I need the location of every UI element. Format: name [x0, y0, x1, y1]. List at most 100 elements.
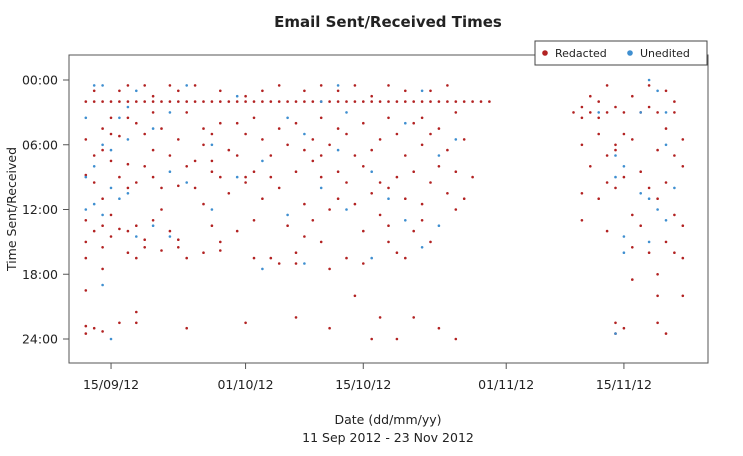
- point-redacted-233: [454, 337, 458, 341]
- point-redacted-229: [454, 100, 458, 103]
- point-redacted-28: [109, 235, 113, 238]
- point-redacted-5: [84, 256, 88, 260]
- point-redacted-122: [261, 197, 264, 200]
- point-redacted-67: [168, 100, 172, 103]
- point-unedited-26: [185, 181, 188, 184]
- point-redacted-239: [479, 100, 483, 103]
- point-redacted-123: [269, 100, 273, 103]
- point-unedited-35: [303, 132, 306, 136]
- point-redacted-137: [294, 170, 298, 173]
- point-redacted-297: [681, 138, 685, 141]
- point-redacted-112: [244, 181, 247, 184]
- point-redacted-263: [614, 321, 617, 325]
- point-redacted-235: [462, 138, 466, 141]
- point-redacted-47: [135, 310, 138, 314]
- point-unedited-42: [345, 208, 348, 211]
- point-redacted-34: [118, 321, 121, 325]
- point-redacted-186: [378, 138, 382, 141]
- point-redacted-257: [605, 181, 609, 184]
- point-redacted-265: [622, 111, 626, 114]
- point-redacted-87: [202, 143, 205, 147]
- point-redacted-268: [622, 326, 626, 330]
- point-redacted-181: [370, 100, 374, 103]
- point-redacted-159: [328, 267, 331, 271]
- point-redacted-282: [656, 148, 659, 152]
- point-redacted-228: [446, 192, 449, 195]
- point-redacted-33: [118, 227, 121, 231]
- point-redacted-202: [404, 100, 407, 103]
- point-unedited-39: [336, 84, 340, 87]
- point-redacted-102: [227, 148, 231, 152]
- point-redacted-81: [193, 84, 197, 87]
- point-redacted-44: [135, 181, 138, 184]
- point-redacted-30: [118, 100, 121, 103]
- point-redacted-184: [370, 337, 374, 341]
- point-redacted-8: [84, 332, 88, 335]
- point-redacted-232: [454, 208, 458, 211]
- point-redacted-86: [202, 127, 205, 130]
- point-redacted-289: [664, 181, 668, 184]
- point-unedited-15: [126, 105, 130, 109]
- point-redacted-172: [353, 154, 357, 157]
- point-redacted-141: [303, 89, 306, 93]
- point-redacted-64: [160, 208, 163, 211]
- point-redacted-120: [261, 100, 264, 103]
- y-tick-label-3: 18:00: [22, 267, 58, 282]
- point-unedited-38: [319, 186, 323, 190]
- legend-label-unedited: Unedited: [640, 47, 690, 60]
- point-redacted-189: [378, 316, 382, 319]
- point-redacted-290: [664, 240, 668, 244]
- point-redacted-240: [488, 100, 491, 103]
- point-unedited-53: [597, 111, 600, 114]
- point-redacted-128: [277, 100, 281, 103]
- point-redacted-95: [219, 89, 222, 93]
- x-tick-label-2: 15/10/12: [335, 377, 391, 392]
- point-redacted-198: [395, 175, 399, 179]
- point-redacted-246: [580, 219, 584, 222]
- point-redacted-283: [656, 197, 659, 200]
- point-redacted-114: [252, 100, 256, 103]
- point-redacted-292: [673, 100, 676, 103]
- point-redacted-109: [244, 100, 247, 103]
- point-redacted-284: [656, 273, 659, 276]
- point-redacted-117: [252, 219, 256, 222]
- point-redacted-56: [151, 100, 155, 103]
- point-redacted-225: [446, 84, 449, 87]
- point-redacted-14: [92, 326, 96, 330]
- point-redacted-43: [135, 121, 138, 125]
- point-redacted-29: [118, 89, 121, 93]
- point-redacted-42: [135, 100, 138, 103]
- point-redacted-286: [656, 321, 659, 325]
- plot-area: [68, 54, 709, 364]
- point-redacted-27: [109, 213, 113, 217]
- point-redacted-58: [151, 148, 155, 152]
- point-unedited-55: [614, 175, 617, 179]
- point-redacted-173: [353, 202, 357, 206]
- point-redacted-74: [177, 238, 180, 241]
- point-redacted-10: [92, 100, 96, 103]
- point-unedited-22: [168, 111, 172, 114]
- point-redacted-100: [219, 249, 222, 252]
- point-redacted-145: [303, 235, 306, 238]
- point-redacted-65: [160, 249, 163, 252]
- point-unedited-25: [185, 84, 188, 87]
- point-unedited-21: [151, 224, 155, 227]
- x-axis-sublabel: 11 Sep 2012 - 23 Nov 2012: [302, 430, 474, 445]
- point-redacted-212: [420, 116, 424, 120]
- point-unedited-47: [404, 219, 407, 222]
- point-redacted-77: [185, 111, 188, 114]
- point-redacted-147: [311, 138, 315, 141]
- point-redacted-223: [437, 165, 441, 168]
- point-redacted-36: [126, 100, 130, 103]
- point-redacted-19: [101, 224, 104, 227]
- point-redacted-187: [378, 181, 382, 184]
- point-redacted-85: [202, 100, 205, 103]
- point-redacted-245: [580, 192, 584, 195]
- point-redacted-191: [387, 100, 390, 103]
- point-redacted-17: [101, 148, 104, 152]
- point-redacted-194: [387, 224, 390, 227]
- point-redacted-259: [614, 105, 617, 109]
- point-unedited-23: [168, 170, 172, 173]
- point-redacted-273: [631, 278, 634, 281]
